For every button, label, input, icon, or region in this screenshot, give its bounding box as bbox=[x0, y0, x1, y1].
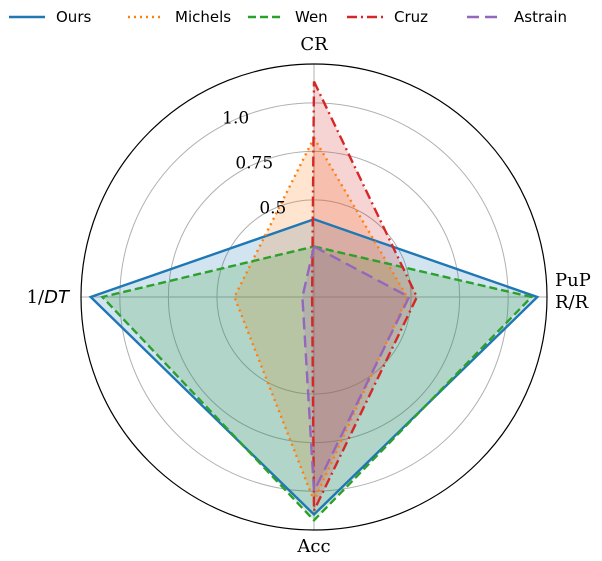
radial-tick-label: 0.5 bbox=[259, 198, 286, 218]
legend-swatch-michels bbox=[127, 12, 165, 22]
radial-tick-label: 0.75 bbox=[235, 153, 273, 173]
legend-label-ours: Ours bbox=[56, 8, 91, 26]
legend-item-cruz: Cruz bbox=[346, 6, 428, 28]
legend-swatch-cruz bbox=[346, 12, 384, 22]
legend-item-wen: Wen bbox=[247, 6, 328, 28]
axis-label-acc: Acc bbox=[296, 536, 330, 557]
axis-label-cr: CR bbox=[300, 34, 328, 55]
axis-label-pup-r-r: PuP R/R bbox=[555, 270, 591, 313]
legend-swatch-astrain bbox=[466, 12, 504, 22]
legend: Ours Michels Wen Cruz Astrain bbox=[0, 0, 602, 34]
legend-swatch-wen bbox=[247, 12, 285, 22]
legend-item-ours: Ours bbox=[8, 6, 91, 28]
legend-label-wen: Wen bbox=[295, 8, 328, 26]
legend-item-astrain: Astrain bbox=[466, 6, 567, 28]
legend-item-michels: Michels bbox=[127, 6, 231, 28]
radial-tick-label: 1.0 bbox=[222, 109, 249, 129]
legend-label-michels: Michels bbox=[175, 8, 231, 26]
legend-swatch-ours bbox=[8, 12, 46, 22]
legend-label-astrain: Astrain bbox=[514, 8, 567, 26]
legend-label-cruz: Cruz bbox=[394, 8, 428, 26]
series-fills bbox=[91, 82, 538, 521]
axis-label-1-dt: 1/DT bbox=[27, 287, 71, 308]
